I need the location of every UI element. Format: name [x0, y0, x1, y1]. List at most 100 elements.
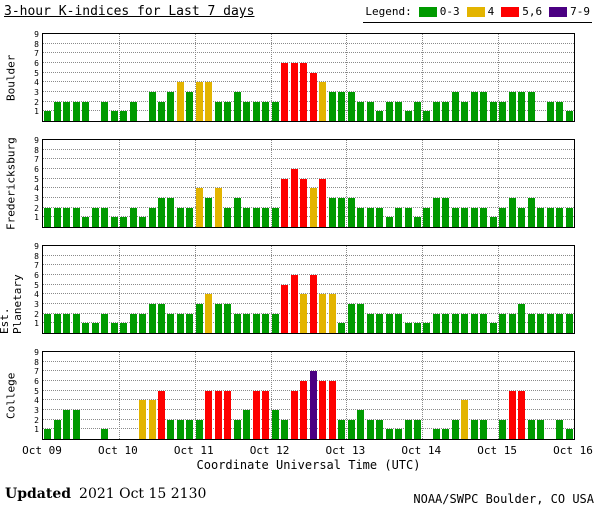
- legend-label: Legend:: [365, 5, 412, 18]
- k-index-bar: [499, 207, 507, 227]
- k-index-bar: [82, 323, 90, 333]
- k-index-bar: [451, 207, 459, 227]
- x-tick-label: Oct 11: [173, 444, 214, 457]
- k-index-bar: [129, 101, 137, 121]
- k-index-bar: [546, 313, 554, 333]
- k-index-bar: [214, 188, 222, 227]
- y-tick-label: 5: [34, 68, 39, 78]
- credit-text: NOAA/SWPC Boulder, CO USA: [413, 492, 594, 506]
- k-index-bar: [243, 313, 251, 333]
- legend-item-label: 4: [487, 5, 495, 18]
- h-gridline: [43, 187, 574, 189]
- k-index-bar: [214, 304, 222, 333]
- k-index-bar: [537, 313, 545, 333]
- k-index-bar: [300, 178, 308, 227]
- k-index-bar: [44, 313, 52, 333]
- y-tick-label: 8: [34, 357, 39, 367]
- y-tick-label: 7: [34, 261, 39, 271]
- red-swatch-icon: [501, 6, 520, 17]
- k-index-bar: [518, 390, 526, 439]
- k-index-bar: [489, 323, 497, 333]
- k-index-bar: [157, 101, 165, 121]
- k-index-bar: [63, 101, 71, 121]
- k-index-bar: [508, 313, 516, 333]
- k-index-bar: [338, 323, 346, 333]
- k-index-bar: [499, 419, 507, 439]
- k-index-bar: [129, 313, 137, 333]
- v-gridline: [270, 140, 272, 227]
- k-index-bar: [82, 217, 90, 227]
- y-tick-label: 9: [34, 136, 39, 145]
- y-tick-label: 5: [34, 174, 39, 184]
- k-index-bar: [157, 304, 165, 333]
- k-index-bar: [328, 294, 336, 333]
- k-index-bar: [319, 381, 327, 439]
- k-index-bar: [72, 313, 80, 333]
- h-gridline: [43, 322, 574, 324]
- legend-item-red: 5,6: [501, 5, 542, 18]
- k-index-bar: [499, 101, 507, 121]
- x-tick-label: Oct 09: [22, 444, 62, 457]
- k-index-bar: [385, 429, 393, 439]
- k-index-bar: [404, 323, 412, 333]
- k-index-bar: [518, 92, 526, 121]
- y-tick-label: 4: [34, 396, 39, 406]
- k-index-bar: [176, 313, 184, 333]
- k-index-bar: [300, 381, 308, 439]
- green-swatch-icon: [418, 6, 437, 17]
- v-gridline: [498, 140, 500, 227]
- k-index-bar: [470, 419, 478, 439]
- panel-boulder: [42, 33, 575, 122]
- k-index-bar: [376, 207, 384, 227]
- k-index-bar: [309, 72, 317, 121]
- chart-title: 3-hour K-indices for Last 7 days: [4, 4, 255, 19]
- k-index-bar: [404, 111, 412, 121]
- k-index-bar: [120, 217, 128, 227]
- k-index-bar: [385, 313, 393, 333]
- k-index-bar: [357, 207, 365, 227]
- k-index-bar: [44, 429, 52, 439]
- v-gridline: [498, 246, 500, 333]
- k-index-bar: [53, 207, 61, 227]
- y-tick-label: 4: [34, 184, 39, 194]
- v-gridline: [422, 34, 424, 121]
- h-gridline: [43, 264, 574, 266]
- k-index-bar: [91, 207, 99, 227]
- k-index-bar: [423, 207, 431, 227]
- k-index-bar: [319, 178, 327, 227]
- k-index-bar: [91, 323, 99, 333]
- y-tick-label: 6: [34, 165, 39, 174]
- k-index-bar: [262, 313, 270, 333]
- h-gridline: [43, 177, 574, 179]
- k-index-bar: [271, 101, 279, 121]
- k-index-bar: [224, 304, 232, 333]
- v-gridline: [194, 352, 196, 439]
- purple-swatch-icon: [549, 6, 568, 17]
- k-index-bar: [376, 419, 384, 439]
- k-index-bar: [290, 169, 298, 227]
- y-tick-label: 3: [34, 300, 39, 309]
- y-tick-label: 1: [34, 213, 39, 223]
- h-gridline: [43, 216, 574, 218]
- k-index-bar: [328, 381, 336, 439]
- h-gridline: [43, 91, 574, 92]
- y-tick-label: 1: [34, 425, 39, 435]
- k-index-bar: [489, 217, 497, 227]
- y-tick-label: 6: [34, 271, 39, 280]
- k-index-bar: [432, 198, 440, 227]
- k-index-bar: [167, 313, 175, 333]
- v-gridline: [498, 34, 500, 121]
- k-index-bar: [101, 429, 109, 439]
- k-index-bar: [470, 207, 478, 227]
- k-index-bar: [489, 101, 497, 121]
- k-index-bar: [101, 313, 109, 333]
- k-index-bar: [442, 313, 450, 333]
- k-index-bar: [176, 82, 184, 121]
- y-tick-label: 8: [34, 39, 39, 49]
- k-index-bar: [281, 178, 289, 227]
- k-index-bar: [357, 101, 365, 121]
- h-gridline: [43, 428, 574, 430]
- k-index-bar: [395, 429, 403, 439]
- station-label: College: [4, 372, 18, 419]
